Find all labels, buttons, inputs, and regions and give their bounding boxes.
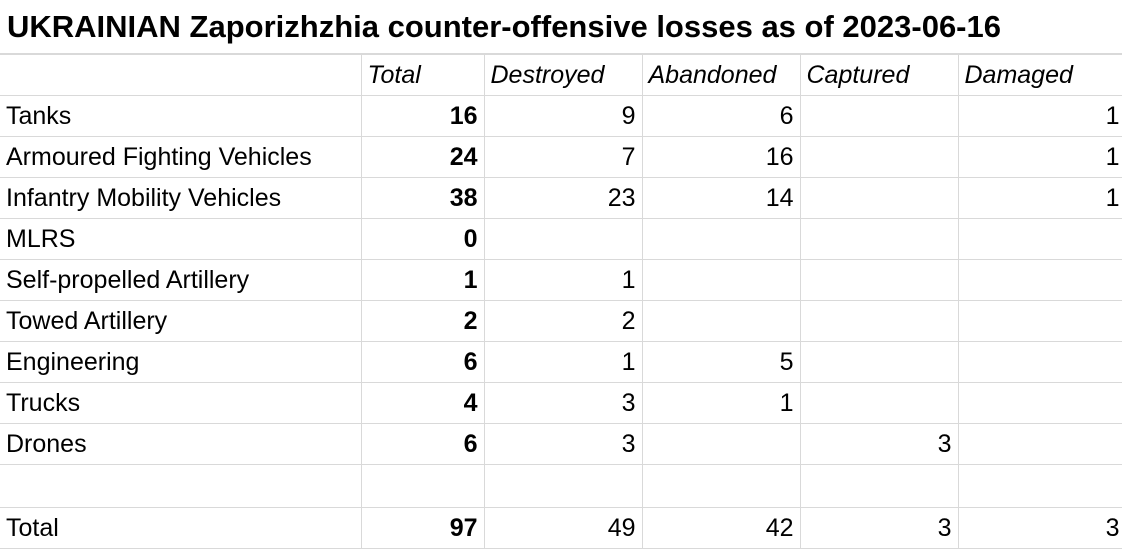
- table-row: Engineering 6 1 5: [0, 341, 1122, 383]
- abandoned-cell[interactable]: 14: [641, 177, 801, 219]
- captured-cell[interactable]: 3: [799, 423, 959, 465]
- row-label-cell[interactable]: MLRS: [0, 218, 362, 260]
- damaged-cell[interactable]: [957, 218, 1122, 260]
- row-label-cell[interactable]: Engineering: [0, 341, 362, 383]
- abandoned-cell[interactable]: 6: [641, 95, 801, 137]
- column-header[interactable]: Abandoned: [641, 54, 801, 96]
- row-label-cell[interactable]: Tanks: [0, 95, 362, 137]
- destroyed-cell[interactable]: 23: [483, 177, 643, 219]
- captured-cell[interactable]: [799, 300, 959, 342]
- table-row: Towed Artillery 2 2: [0, 300, 1122, 342]
- table-row: Drones 6 3 3: [0, 423, 1122, 465]
- table-row: Trucks 4 3 1: [0, 382, 1122, 424]
- damaged-cell[interactable]: 1: [957, 136, 1122, 178]
- captured-cell[interactable]: [799, 218, 959, 260]
- abandoned-cell[interactable]: 5: [641, 341, 801, 383]
- damaged-cell[interactable]: [957, 341, 1122, 383]
- empty-cell[interactable]: [957, 464, 1122, 508]
- captured-cell[interactable]: [799, 136, 959, 178]
- table-row: Armoured Fighting Vehicles 24 7 16 1: [0, 136, 1122, 178]
- abandoned-cell[interactable]: [641, 259, 801, 301]
- damaged-cell[interactable]: [957, 259, 1122, 301]
- total-cell[interactable]: 38: [360, 177, 485, 219]
- sheet-title: UKRAINIAN Zaporizhzhia counter-offensive…: [0, 0, 1122, 54]
- table-row: MLRS 0: [0, 218, 1122, 260]
- table-row: Infantry Mobility Vehicles 38 23 14 1: [0, 177, 1122, 219]
- destroyed-cell[interactable]: 9: [483, 95, 643, 137]
- empty-row: [0, 464, 1122, 508]
- damaged-cell[interactable]: 1: [957, 95, 1122, 137]
- abandoned-cell[interactable]: [641, 218, 801, 260]
- column-header[interactable]: Captured: [799, 54, 959, 96]
- abandoned-cell[interactable]: 16: [641, 136, 801, 178]
- empty-cell[interactable]: [641, 464, 801, 508]
- column-header[interactable]: Destroyed: [483, 54, 643, 96]
- destroyed-cell[interactable]: 3: [483, 382, 643, 424]
- captured-cell[interactable]: [799, 382, 959, 424]
- captured-cell[interactable]: [799, 177, 959, 219]
- total-damaged-cell[interactable]: 3: [957, 507, 1122, 549]
- abandoned-cell[interactable]: [641, 300, 801, 342]
- damaged-cell[interactable]: [957, 300, 1122, 342]
- total-cell[interactable]: 16: [360, 95, 485, 137]
- empty-cell[interactable]: [0, 464, 362, 508]
- row-label-cell[interactable]: Towed Artillery: [0, 300, 362, 342]
- row-label-cell[interactable]: Infantry Mobility Vehicles: [0, 177, 362, 219]
- destroyed-cell[interactable]: 1: [483, 341, 643, 383]
- column-header[interactable]: Damaged: [957, 54, 1122, 96]
- destroyed-cell[interactable]: [483, 218, 643, 260]
- total-destroyed-cell[interactable]: 49: [483, 507, 643, 549]
- total-cell[interactable]: 6: [360, 423, 485, 465]
- abandoned-cell[interactable]: [641, 423, 801, 465]
- empty-cell[interactable]: [799, 464, 959, 508]
- total-captured-cell[interactable]: 3: [799, 507, 959, 549]
- destroyed-cell[interactable]: 2: [483, 300, 643, 342]
- damaged-cell[interactable]: 1: [957, 177, 1122, 219]
- totals-label-cell[interactable]: Total: [0, 507, 362, 549]
- row-label-cell[interactable]: Drones: [0, 423, 362, 465]
- column-header[interactable]: Total: [360, 54, 485, 96]
- total-cell[interactable]: 0: [360, 218, 485, 260]
- total-total-cell[interactable]: 97: [360, 507, 485, 549]
- row-label-cell[interactable]: Self-propelled Artillery: [0, 259, 362, 301]
- empty-cell[interactable]: [483, 464, 643, 508]
- column-header[interactable]: [0, 54, 362, 96]
- header-row: Total Destroyed Abandoned Captured Damaged: [0, 54, 1122, 96]
- totals-row: Total 97 49 42 3 3: [0, 507, 1122, 549]
- total-cell[interactable]: 24: [360, 136, 485, 178]
- total-abandoned-cell[interactable]: 42: [641, 507, 801, 549]
- total-cell[interactable]: 1: [360, 259, 485, 301]
- table-row: Self-propelled Artillery 1 1: [0, 259, 1122, 301]
- captured-cell[interactable]: [799, 341, 959, 383]
- abandoned-cell[interactable]: 1: [641, 382, 801, 424]
- empty-cell[interactable]: [360, 464, 485, 508]
- row-label-cell[interactable]: Trucks: [0, 382, 362, 424]
- captured-cell[interactable]: [799, 95, 959, 137]
- destroyed-cell[interactable]: 3: [483, 423, 643, 465]
- captured-cell[interactable]: [799, 259, 959, 301]
- damaged-cell[interactable]: [957, 423, 1122, 465]
- damaged-cell[interactable]: [957, 382, 1122, 424]
- losses-table: Total Destroyed Abandoned Captured Damaged Ta…: [0, 54, 1122, 549]
- destroyed-cell[interactable]: 1: [483, 259, 643, 301]
- destroyed-cell[interactable]: 7: [483, 136, 643, 178]
- total-cell[interactable]: 4: [360, 382, 485, 424]
- table-row: Tanks 16 9 6 1: [0, 95, 1122, 137]
- total-cell[interactable]: 2: [360, 300, 485, 342]
- total-cell[interactable]: 6: [360, 341, 485, 383]
- row-label-cell[interactable]: Armoured Fighting Vehicles: [0, 136, 362, 178]
